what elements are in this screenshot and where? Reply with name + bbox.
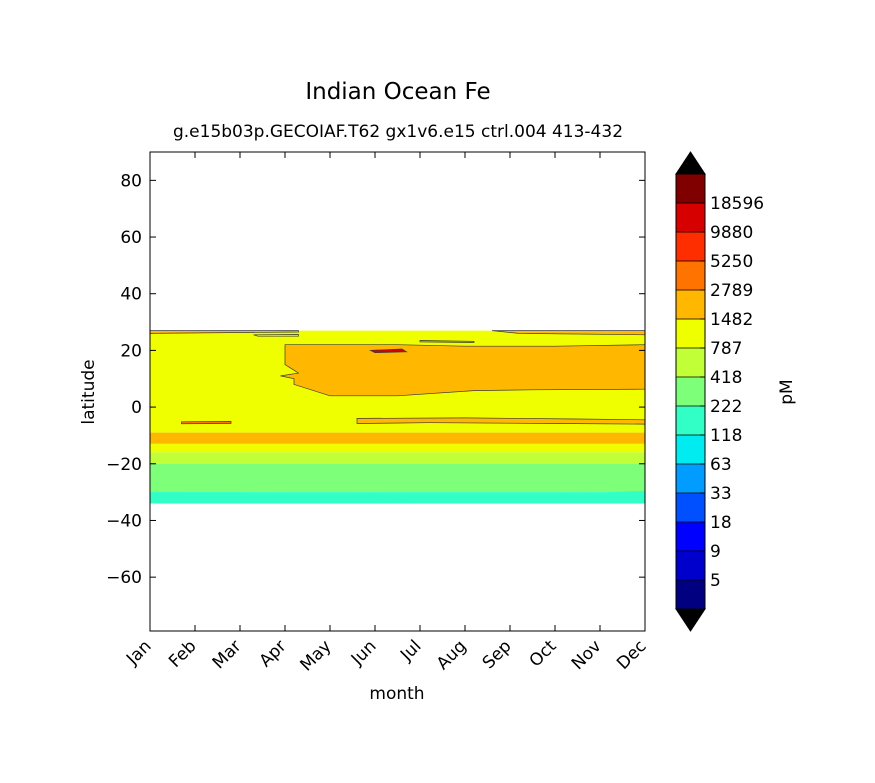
colorbar-tick-label: 418 xyxy=(710,368,742,388)
colorbar-swatch xyxy=(676,174,705,204)
x-tick-label: Jun xyxy=(347,636,381,670)
x-tick-label: Jul xyxy=(396,636,425,665)
x-tick-label: Oct xyxy=(526,636,561,671)
y-tick-label: −60 xyxy=(106,568,142,588)
chart-subtitle: g.e15b03p.GECOIAF.T62 gx1v6.e15 ctrl.004… xyxy=(173,122,623,142)
colorbar-swatch xyxy=(676,203,705,233)
plot-frame xyxy=(149,151,646,632)
contour-field xyxy=(149,330,646,504)
colorbar-swatch xyxy=(676,406,705,436)
colorbar-tick-label: 63 xyxy=(710,455,732,475)
colorbar-tick-label: 787 xyxy=(710,339,742,359)
x-axis-label: month xyxy=(369,684,424,704)
colorbar-swatch xyxy=(676,232,705,262)
colorbar-swatch xyxy=(676,348,705,378)
colorbar-extend-top xyxy=(675,151,706,175)
x-tick-label: Mar xyxy=(209,636,246,673)
colorbar-swatch xyxy=(676,522,705,552)
colorbar-tick-label: 33 xyxy=(710,484,732,504)
colorbar-tick-label: 18596 xyxy=(710,194,764,214)
y-tick-label: 40 xyxy=(120,285,142,305)
plot-area xyxy=(149,151,646,632)
colorbar-swatch xyxy=(676,377,705,407)
colorbar-tick-label: 9880 xyxy=(710,223,753,243)
colorbar-swatch xyxy=(676,261,705,291)
colorbar-tick-label: 5250 xyxy=(710,252,753,272)
colorbar-tick-label: 5 xyxy=(710,571,721,591)
y-tick-label: 80 xyxy=(120,171,142,191)
colorbar-swatch xyxy=(676,319,705,349)
south-band-edge xyxy=(150,492,411,501)
y-axis-label: latitude xyxy=(79,359,99,424)
x-tick-label: Dec xyxy=(613,636,650,673)
colorbar-extend-bottom xyxy=(675,608,706,632)
y-tick-label: −40 xyxy=(106,511,142,531)
field-band-south-3 xyxy=(150,452,645,464)
colorbar-swatch xyxy=(676,290,705,320)
colorbar-tick-label: 18 xyxy=(710,513,732,533)
x-tick-label: Jan xyxy=(122,636,155,669)
colorbar-frame xyxy=(675,173,706,610)
field-band-south-2 xyxy=(150,443,645,453)
x-tick-label: Aug xyxy=(433,636,471,674)
y-tick-label: 60 xyxy=(120,228,142,248)
arabian-sea-region xyxy=(280,344,646,397)
y-tick-label: 0 xyxy=(131,398,142,418)
field-band-south-4 xyxy=(150,463,645,493)
colorbar-swatch xyxy=(676,580,705,610)
colorbar-swatch xyxy=(676,493,705,523)
colorbar-swatch xyxy=(676,551,705,581)
colorbar-swatch xyxy=(676,464,705,494)
x-tick-label: May xyxy=(297,636,336,675)
red-sea-patch xyxy=(369,348,408,354)
y-tick-label: 20 xyxy=(120,341,142,361)
y-axis: 80 60 40 20 0 −20 −40 −60 xyxy=(106,171,645,588)
north-band-west xyxy=(253,334,299,337)
x-tick-label: Nov xyxy=(568,636,606,674)
y-tick-label: −20 xyxy=(106,455,142,475)
x-tick-label: Sep xyxy=(479,636,516,673)
colorbar-tick-label: 118 xyxy=(710,426,742,446)
colorbar-label: pM xyxy=(777,379,797,404)
colorbar-tick-label: 2789 xyxy=(710,281,753,301)
chart-title: Indian Ocean Fe xyxy=(305,79,490,105)
lower-band-dash-west xyxy=(181,420,232,425)
colorbar-tick-label: 9 xyxy=(710,542,721,562)
gulf-strip xyxy=(419,340,475,343)
colorbar-tick-label: 1482 xyxy=(710,310,753,330)
south-band-right xyxy=(519,490,645,502)
colorbar: 5 9 18 33 63 118 222 418 787 1482 2789 5250 9880 1859… xyxy=(675,151,764,632)
field-band-south-1 xyxy=(150,432,645,444)
colorbar-tick-label: 222 xyxy=(710,397,742,417)
x-tick-label: Feb xyxy=(165,636,200,671)
x-tick-label: Apr xyxy=(256,636,291,671)
colorbar-swatch xyxy=(676,435,705,465)
